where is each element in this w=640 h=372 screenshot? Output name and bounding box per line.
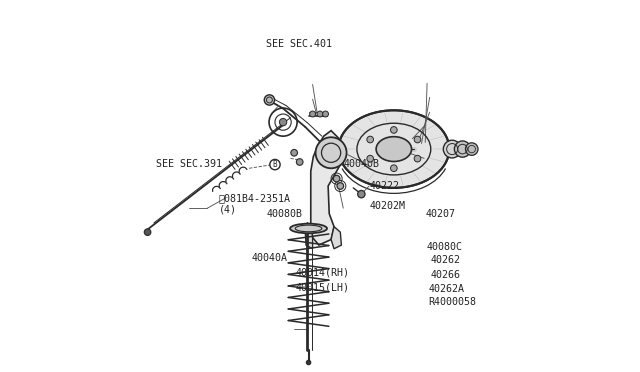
Circle shape xyxy=(367,155,374,162)
Circle shape xyxy=(414,136,421,143)
Text: 40202M: 40202M xyxy=(370,201,406,211)
Text: 40015(LH): 40015(LH) xyxy=(296,283,350,292)
Circle shape xyxy=(390,165,397,171)
Circle shape xyxy=(264,95,275,105)
Text: SEE SEC.391: SEE SEC.391 xyxy=(156,159,221,169)
Text: 40040B: 40040B xyxy=(344,159,380,169)
Circle shape xyxy=(414,155,421,162)
Ellipse shape xyxy=(376,137,412,161)
Text: 40262A: 40262A xyxy=(428,283,464,294)
Polygon shape xyxy=(311,131,343,245)
Circle shape xyxy=(291,150,298,156)
Text: R4000058: R4000058 xyxy=(428,297,476,307)
Circle shape xyxy=(444,140,461,158)
Text: 40262: 40262 xyxy=(431,255,461,265)
Text: B: B xyxy=(273,160,277,169)
Polygon shape xyxy=(331,227,341,249)
Circle shape xyxy=(454,141,470,157)
Circle shape xyxy=(307,360,311,365)
Text: 40080C: 40080C xyxy=(426,242,462,252)
Circle shape xyxy=(280,118,287,126)
Text: 40014(RH): 40014(RH) xyxy=(296,268,350,278)
Text: SEE SEC.401: SEE SEC.401 xyxy=(266,39,332,49)
Text: 40080B: 40080B xyxy=(266,209,303,219)
Circle shape xyxy=(390,126,397,133)
Polygon shape xyxy=(305,223,312,249)
Text: Ⓑ081B4-2351A
(4): Ⓑ081B4-2351A (4) xyxy=(218,193,291,215)
Circle shape xyxy=(367,136,374,143)
Circle shape xyxy=(323,111,328,117)
Ellipse shape xyxy=(290,224,327,233)
Circle shape xyxy=(337,183,344,189)
Circle shape xyxy=(317,111,323,117)
Text: 40040A: 40040A xyxy=(252,253,288,263)
Text: 40266: 40266 xyxy=(431,270,461,280)
Circle shape xyxy=(358,190,365,198)
Circle shape xyxy=(465,143,478,155)
Circle shape xyxy=(296,159,303,165)
Circle shape xyxy=(316,137,347,168)
Text: 40207: 40207 xyxy=(425,209,455,219)
Ellipse shape xyxy=(339,110,449,188)
Text: 40222: 40222 xyxy=(370,181,400,191)
Circle shape xyxy=(144,229,151,235)
Circle shape xyxy=(333,175,340,182)
Circle shape xyxy=(310,111,316,117)
